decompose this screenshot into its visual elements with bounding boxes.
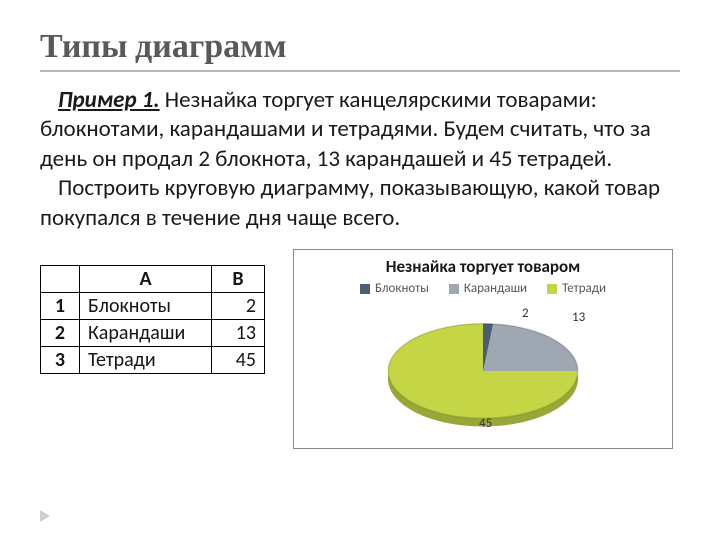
header-A: A [80,266,212,293]
legend-item: Карандаши [449,281,527,296]
legend-label: Карандаши [464,281,527,296]
table-row: 3 Тетради 45 [41,347,265,374]
legend-label: Тетради [562,281,606,296]
cell-rownum: 1 [41,293,80,320]
header-B: B [212,266,265,293]
data-label: 45 [479,416,492,431]
cell-B: 45 [212,347,265,374]
chart-area: 2 13 45 [302,300,664,442]
pie-border [388,324,578,419]
data-label: 13 [572,310,585,325]
table-header-row: A B [41,266,265,293]
cell-A: Тетради [80,347,212,374]
table-row: 1 Блокноты 2 [41,293,265,320]
legend-item: Блокноты [360,281,429,296]
cell-A: Карандаши [80,320,212,347]
legend-swatch [360,284,370,294]
chart-title: Незнайка торгует товаром [302,256,664,277]
cell-B: 13 [212,320,265,347]
cell-rownum: 2 [41,320,80,347]
slide-marker-icon [40,510,50,522]
chart-legend: Блокноты Карандаши Тетради [302,281,664,296]
data-label: 2 [522,306,529,321]
legend-swatch [449,284,459,294]
table-row: 2 Карандаши 13 [41,320,265,347]
cell-B: 2 [212,293,265,320]
legend-item: Тетради [547,281,606,296]
body-text: Пример 1. Незнайка торгует канцелярскими… [40,86,680,233]
cell-A: Блокноты [80,293,212,320]
chart-panel: Незнайка торгует товаром Блокноты Каранд… [293,249,673,449]
paragraph-2: Построить круговую диаграмму, показывающ… [40,174,660,231]
data-table: A B 1 Блокноты 2 2 Карандаши 13 3 Тетрад… [40,265,265,374]
cell-rownum: 3 [41,347,80,374]
header-rownum [41,266,80,293]
legend-label: Блокноты [375,281,429,296]
title-underline [40,70,680,72]
pie-3d [388,324,578,419]
page-title: Типы диаграмм [40,26,680,66]
example-lead: Пример 1. [58,86,160,114]
legend-swatch [547,284,557,294]
